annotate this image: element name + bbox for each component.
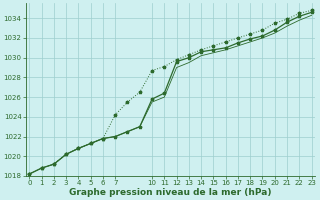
X-axis label: Graphe pression niveau de la mer (hPa): Graphe pression niveau de la mer (hPa) bbox=[69, 188, 272, 197]
